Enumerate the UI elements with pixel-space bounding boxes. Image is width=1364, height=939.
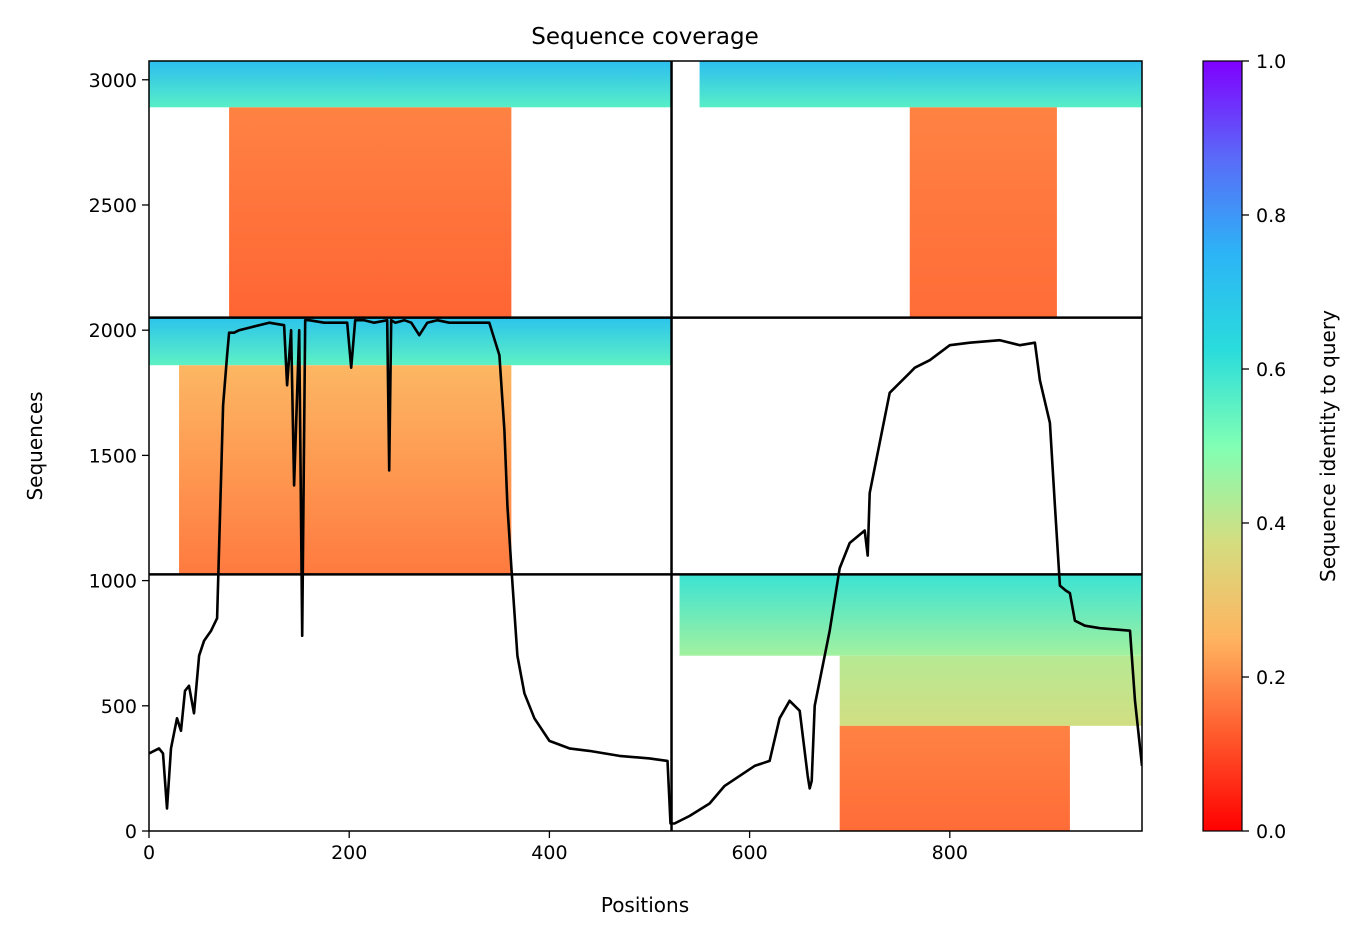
colorbar-tick-label: 0.6 [1256,359,1286,381]
heatmap-band-1-1 [909,107,1057,318]
x-tick-label: 200 [331,842,367,864]
plot-frame [148,60,1143,832]
heatmap-band-0-1 [229,107,512,318]
heatmap-band-3-2 [839,725,1070,831]
colorbar-tick-label: 0.8 [1256,205,1286,227]
coverage-line [149,318,1142,825]
y-tick-label: 2000 [89,320,137,342]
colorbar [1202,60,1243,832]
heatmap-band-0-0 [149,61,672,108]
heatmap-band-2-1 [179,365,512,575]
y-axis-label: Sequences [23,391,47,500]
x-tick-label: 0 [143,842,155,864]
colorbar-tick-label: 0.4 [1256,513,1286,535]
y-tick-label: 500 [101,696,137,718]
block-dividers [149,61,1142,831]
y-tick-label: 3000 [89,70,137,92]
colorbar-tick-label: 0.2 [1256,667,1286,689]
y-tick-label: 2500 [89,195,137,217]
heatmap-band-1-0 [699,61,1142,108]
y-tick-label: 1000 [89,571,137,593]
msa-heatmap [149,61,1142,831]
x-axis: 0 200 400 600 800 [143,831,968,864]
chart-title: Sequence coverage [531,24,759,50]
colorbar-tick-label: 1.0 [1256,51,1286,73]
x-axis-label: Positions [601,893,689,917]
colorbar-label: Sequence identity to query [1316,310,1340,582]
coverage-line-group [149,318,1142,825]
heatmap-band-2-0 [149,317,672,366]
x-tick-label: 600 [731,842,767,864]
y-tick-label: 1500 [89,445,137,467]
heatmap-band-3-1 [839,655,1142,726]
heatmap-band-3-0 [679,574,1142,656]
y-axis: 0 500 1000 1500 2000 2500 3000 [89,70,149,843]
x-tick-label: 400 [531,842,567,864]
colorbar-axis: 0.0 0.2 0.4 0.6 0.8 1.0 [1242,51,1286,843]
colorbar-tick-label: 0.0 [1256,821,1286,843]
y-tick-label: 0 [125,821,137,843]
x-tick-label: 800 [932,842,968,864]
